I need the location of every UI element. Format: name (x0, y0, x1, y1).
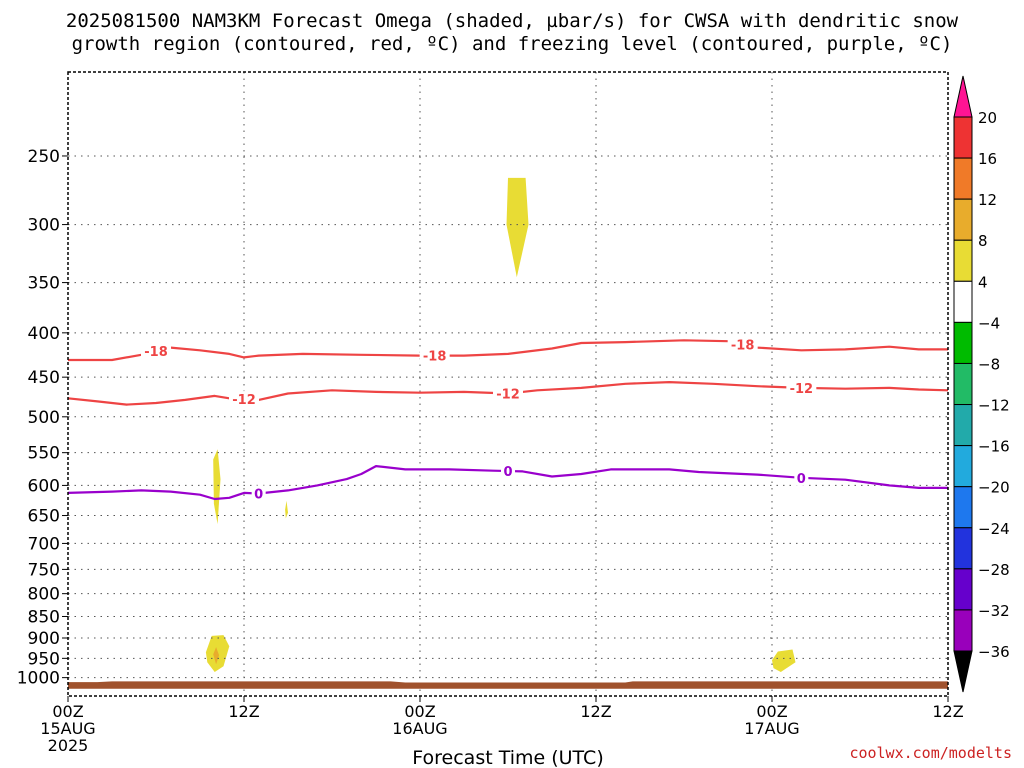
y-tick-label-950: 950 (28, 649, 60, 669)
colorbar-label-8: −16 (978, 438, 1010, 456)
contour-label-bg-2-2 (794, 469, 809, 486)
y-axis: 2503003504004505005506006507007508008509… (17, 147, 68, 689)
x-tick-label-5-0: 12Z (932, 702, 963, 721)
contour-lines: -18 -18 -18 -12 -12 -12 0 0 0 (67, 336, 949, 502)
colorbar-segment-11 (953, 568, 973, 611)
x-tick-label-3-0: 12Z (580, 702, 611, 721)
contour-line-0 (68, 339, 948, 362)
grid-lines (68, 72, 948, 696)
y-tick-label-850: 850 (28, 607, 60, 627)
colorbar-segment-2 (953, 198, 973, 241)
y-tick-label-750: 750 (28, 560, 60, 580)
omega-area-1 (213, 449, 221, 525)
colorbar-segment-7 (953, 404, 973, 447)
x-axis-label: Forecast Time (UTC) (412, 747, 603, 768)
contour-label-0-0: -18 (144, 345, 168, 360)
x-tick-label-2-1: 16AUG (392, 719, 447, 738)
y-tick-label-250: 250 (28, 147, 60, 167)
contour-label-2-1: 0 (503, 465, 512, 480)
contour-label-0-1: -18 (423, 350, 447, 365)
x-tick-label-4-1: 17AUG (744, 719, 799, 738)
colorbar-segment-0 (953, 116, 973, 159)
colorbar-segment-3 (953, 239, 973, 282)
colorbar-label-10: −24 (978, 520, 1010, 538)
colorbar-segment-8 (953, 445, 973, 488)
y-tick-label-1000: 1000 (17, 669, 60, 689)
colorbar-label-0: 20 (978, 109, 997, 127)
contour-label-1-0: -12 (232, 393, 256, 408)
colorbar-segment-12 (953, 609, 973, 652)
colorbar-segment-10 (953, 527, 973, 570)
contour-label-bg-1-1 (493, 385, 523, 402)
colorbar-label-7: −12 (978, 397, 1010, 415)
contour-label-1-1: -12 (496, 388, 520, 403)
terrain-fill (68, 681, 948, 689)
colorbar-segment-6 (953, 362, 973, 406)
contour-label-bg-2-0 (251, 485, 266, 502)
omega-area-4 (213, 647, 220, 665)
chart-title-line-2: growth region (contoured, red, ºC) and f… (71, 33, 953, 55)
omega-area-5 (772, 649, 796, 672)
colorbar-label-6: −8 (978, 355, 1000, 373)
contour-label-bg-1-2 (786, 379, 817, 396)
colorbar-segment-1 (953, 157, 973, 200)
credit-text: coolwx.com/modelts (849, 744, 1012, 762)
y-tick-label-400: 400 (28, 324, 60, 344)
contour-label-bg-2-1 (501, 463, 515, 480)
contour-label-0-2: -18 (731, 338, 755, 353)
colorbar-bottom-arrow (953, 650, 973, 693)
x-tick-label-0-1: 15AUG (40, 719, 95, 738)
colorbar-segment-9 (953, 486, 973, 529)
omega-shaded-areas (205, 177, 796, 672)
colorbar-label-2: 12 (978, 191, 997, 209)
colorbar-label-5: −4 (978, 314, 1000, 332)
colorbar-label-3: 8 (978, 232, 988, 250)
contour-label-bg-0-2 (727, 336, 758, 353)
y-tick-label-650: 650 (28, 507, 60, 527)
colorbar-top-arrow (953, 75, 973, 118)
contour-label-2-0: 0 (254, 487, 263, 502)
y-tick-label-450: 450 (28, 368, 60, 388)
y-tick-label-900: 900 (28, 629, 60, 649)
x-tick-label-0-2: 2025 (48, 736, 89, 755)
y-tick-label-600: 600 (28, 476, 60, 496)
contour-label-bg-0-0 (141, 343, 171, 360)
chart-title-line-1: 2025081500 NAM3KM Forecast Omega (shaded… (65, 10, 959, 32)
y-tick-label-700: 700 (28, 534, 60, 554)
y-tick-label-300: 300 (28, 216, 60, 236)
terrain-layer (68, 681, 948, 689)
plot-frame (67, 71, 949, 697)
y-tick-label-550: 550 (28, 444, 60, 464)
colorbar-segment-4 (953, 280, 973, 323)
x-tick-label-1-0: 12Z (228, 702, 259, 721)
x-tick-label-2-0: 00Z (404, 702, 435, 721)
omega-area-2 (285, 500, 288, 519)
y-tick-label-500: 500 (28, 408, 60, 428)
colorbar-label-13: −36 (978, 643, 1010, 661)
colorbar-segment-5 (953, 321, 973, 364)
colorbar-label-9: −20 (978, 479, 1010, 497)
colorbar: 20 16 12 8 4 −4 −8 −12 −16 −20 −24 −28 −32 −36 (953, 75, 1010, 693)
y-tick-label-350: 350 (28, 274, 60, 294)
contour-label-2-2: 0 (797, 472, 806, 487)
colorbar-label-4: 4 (978, 273, 988, 291)
y-tick-label-800: 800 (28, 585, 60, 605)
colorbar-label-11: −28 (978, 561, 1010, 579)
colorbar-label-12: −32 (978, 602, 1010, 620)
colorbar-label-1: 16 (978, 150, 997, 168)
x-tick-label-4-0: 00Z (756, 702, 787, 721)
x-tick-label-0-0: 00Z (52, 702, 83, 721)
contour-label-bg-0-1 (419, 347, 450, 364)
contour-label-bg-1-0 (229, 391, 259, 408)
omega-area-0 (506, 177, 529, 278)
contour-line-2 (67, 465, 948, 501)
contour-label-1-2: -12 (790, 382, 814, 397)
